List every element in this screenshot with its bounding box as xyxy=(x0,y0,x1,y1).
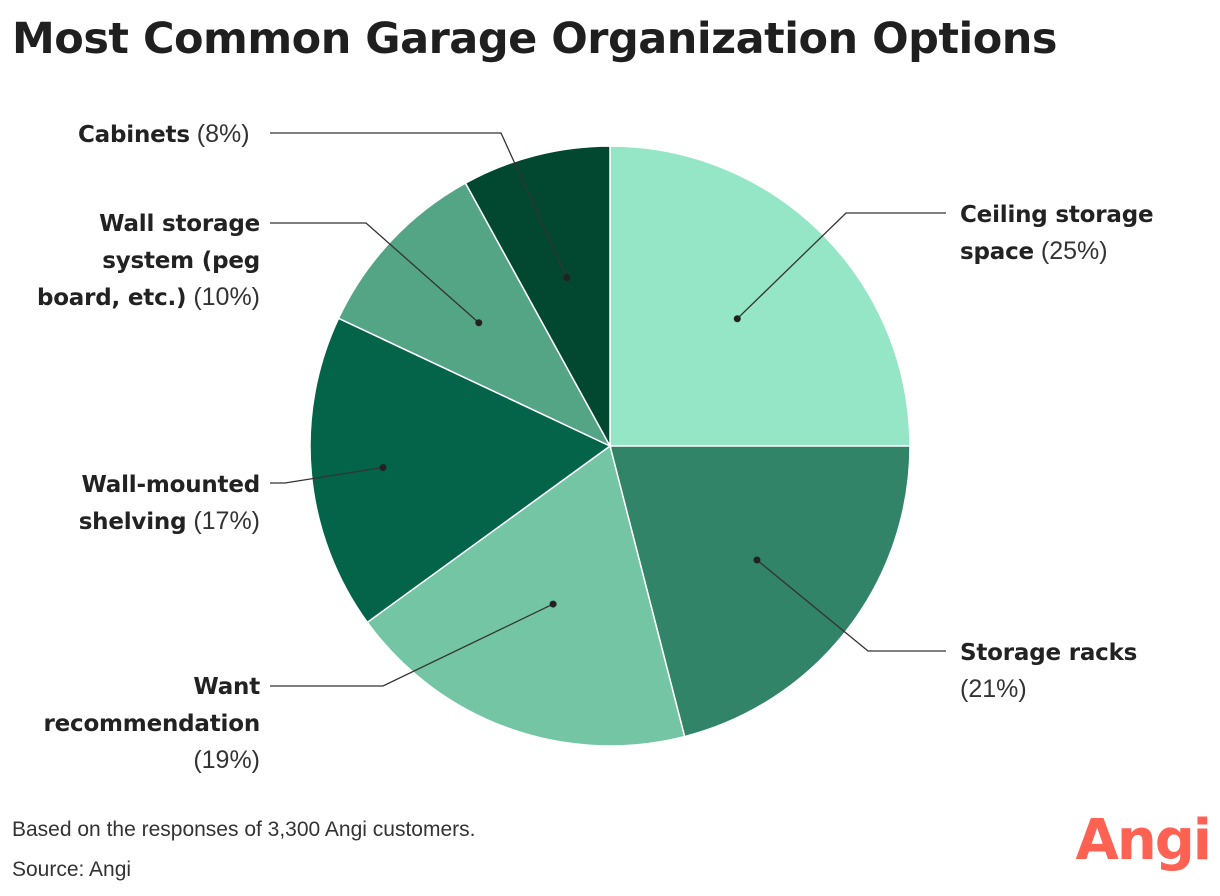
leader-dot xyxy=(733,315,741,323)
leader-dot xyxy=(379,463,387,471)
leader-dot xyxy=(549,600,557,608)
label-storage-racks: Storage racks (21%) xyxy=(960,640,1138,703)
leader-dot xyxy=(475,319,483,327)
label-wall-mounted-shelving: Wall-mounted shelving (17%) xyxy=(78,472,261,535)
angi-logo: Angi xyxy=(1075,808,1212,873)
chart-title: Most Common Garage Organization Options xyxy=(12,14,1057,64)
leader-line xyxy=(756,559,946,652)
source-note: Source: Angi xyxy=(12,858,132,881)
label-cabinets: Cabinets (8%) xyxy=(78,120,250,148)
leader-dot xyxy=(563,273,571,281)
label-ceiling-storage-space: Ceiling storage space (25%) xyxy=(960,202,1154,265)
pie-slice-cabinets xyxy=(464,145,611,447)
footnote: Based on the responses of 3,300 Angi cus… xyxy=(12,818,476,841)
leader-dot xyxy=(753,556,761,564)
label-wall-storage-system: Wall storage system (peg board, etc.) (1… xyxy=(36,211,260,311)
leader-line xyxy=(270,222,480,324)
label-want-recommendation: Want recommendation (19%) xyxy=(43,674,260,774)
pie-slice-wall-mounted-shelving xyxy=(309,317,612,624)
pie-slice-want-recommendation xyxy=(366,444,686,747)
leader-line xyxy=(270,603,554,687)
leader-line xyxy=(270,466,384,484)
pie-slice-wall-storage-system-peg-board-etc xyxy=(337,182,612,448)
leader-line xyxy=(736,212,946,320)
pie-slice-storage-racks xyxy=(609,445,911,738)
leader-line xyxy=(270,132,568,278)
